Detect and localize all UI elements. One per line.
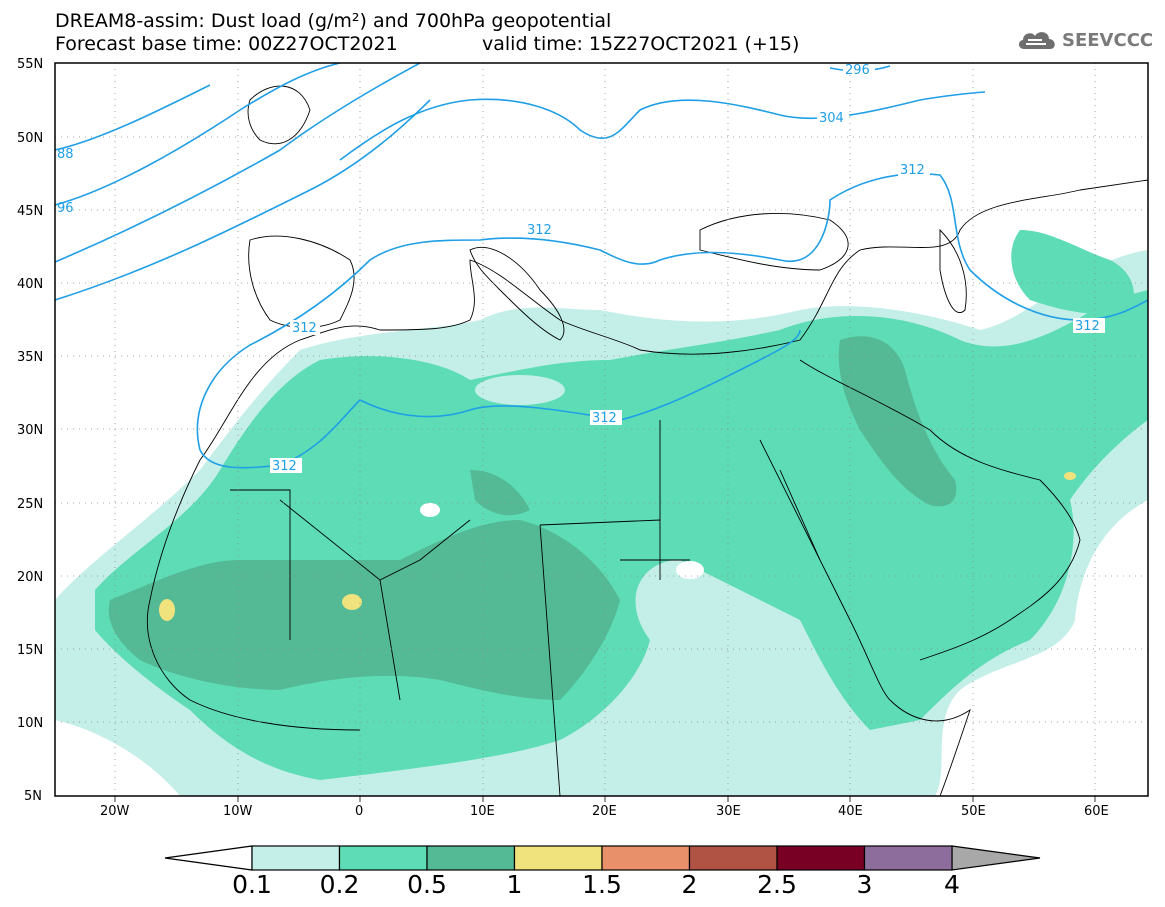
lon-label: 10E — [470, 804, 495, 819]
colorbar-tick-label: 4 — [944, 870, 960, 899]
lat-label: 5N — [24, 789, 42, 804]
dust-shading — [55, 230, 1148, 796]
lat-label: 50N — [17, 131, 43, 146]
clear-patch — [420, 503, 440, 517]
colorbar-tick-label: 1.5 — [582, 870, 622, 899]
contour-labels: 312 312 312 312 312 312 304 296 88 96 — [57, 62, 1105, 474]
contour-label: 312 — [900, 163, 925, 178]
contour-312-west — [55, 99, 431, 301]
colorbar-tick-label: 2.5 — [757, 870, 797, 899]
colorbar-over-arrow — [951, 845, 1041, 871]
colorbar-box — [338, 845, 428, 871]
contour-label: 304 — [819, 111, 844, 126]
colorbar-box — [863, 845, 953, 871]
lon-label: 40E — [838, 804, 863, 819]
colorbar: 0.1 0.2 0.5 1 1.5 2 2.5 3 4 — [164, 845, 1041, 899]
coastlines — [146, 85, 1148, 796]
contour-296-west — [55, 63, 341, 206]
lon-label: 30E — [716, 804, 741, 819]
lon-label: 0 — [355, 804, 363, 819]
cloud-logo-icon — [1018, 32, 1055, 49]
dust-level-0.5-sahara — [470, 470, 600, 669]
dust-level-1-spot — [159, 599, 175, 621]
dust-level-0.5-arabia — [838, 336, 957, 507]
colorbar-box — [688, 845, 778, 871]
colorbar-box — [513, 845, 603, 871]
contour-label: 296 — [845, 63, 870, 78]
contour-288 — [55, 84, 211, 151]
contour-label: 312 — [292, 321, 317, 336]
lon-label: 20E — [592, 804, 617, 819]
lon-label: 20W — [100, 804, 130, 819]
contour-label: 96 — [57, 201, 74, 216]
seevccc-logo: SEEVCCC — [1016, 27, 1153, 53]
graticule — [55, 63, 1148, 802]
lat-label: 35N — [17, 350, 43, 365]
contour-label: 312 — [527, 223, 552, 238]
colorbar-under-arrow — [164, 845, 253, 871]
lat-label: 45N — [17, 204, 43, 219]
dust-level-0.5 — [108, 520, 620, 700]
horn-africa — [889, 699, 971, 796]
colorbar-tick-label: 0.1 — [232, 870, 272, 899]
contour-304 — [339, 91, 986, 161]
lon-label: 10W — [223, 804, 253, 819]
country-borders — [230, 420, 821, 796]
lat-label: 25N — [17, 497, 43, 512]
lat-label: 55N — [17, 57, 43, 72]
lat-label: 15N — [17, 643, 43, 658]
forecast-base-time: Forecast base time: 00Z27OCT2021 — [55, 33, 398, 55]
axis-labels: 55N 50N 45N 40N 35N 30N 25N 20N 15N 10N … — [17, 57, 1109, 819]
colorbar-box — [251, 845, 341, 871]
colorbar-tick-label: 0.5 — [407, 870, 447, 899]
contour-label: 312 — [1075, 319, 1100, 334]
lat-label: 10N — [17, 716, 43, 731]
italy — [469, 246, 565, 341]
colorbar-tick-label: 1 — [507, 870, 523, 899]
arabia-coast — [799, 359, 1081, 661]
black-sea — [699, 212, 849, 271]
lat-label: 20N — [17, 570, 43, 585]
dust-level-1-spot — [342, 594, 362, 610]
lon-label: 60E — [1084, 804, 1109, 819]
map-frame — [54, 62, 1149, 797]
lon-label: 50E — [961, 804, 986, 819]
contour-304-west — [55, 63, 421, 263]
colorbar-box — [776, 845, 866, 871]
contour-312 — [196, 172, 1148, 451]
colorbar-tick-label: 0.2 — [320, 870, 360, 899]
iberia — [248, 235, 355, 328]
colorbar-tick-label: 3 — [857, 870, 873, 899]
map-title: DREAM8-assim: Dust load (g/m²) and 700hP… — [55, 10, 612, 32]
contour-label: 312 — [592, 411, 617, 426]
lat-label: 30N — [17, 423, 43, 438]
contour-label: 312 — [272, 459, 297, 474]
clear-patch — [475, 375, 565, 405]
colorbar-box — [426, 845, 516, 871]
africa-west-coast — [146, 459, 361, 731]
dust-level-0.2-east — [1011, 230, 1134, 315]
valid-time: valid time: 15Z27OCT2021 (+15) — [482, 33, 800, 55]
red-sea — [759, 439, 891, 701]
contour-label: 88 — [57, 147, 74, 162]
logo-text: SEEVCCC — [1062, 29, 1154, 51]
europe-coast — [199, 179, 1148, 461]
dust-level-1-spot — [1064, 472, 1076, 480]
caspian — [939, 228, 967, 313]
lat-label: 40N — [17, 277, 43, 292]
colorbar-tick-label: 2 — [682, 870, 698, 899]
clear-patch — [676, 561, 704, 579]
colorbar-box — [601, 845, 691, 871]
